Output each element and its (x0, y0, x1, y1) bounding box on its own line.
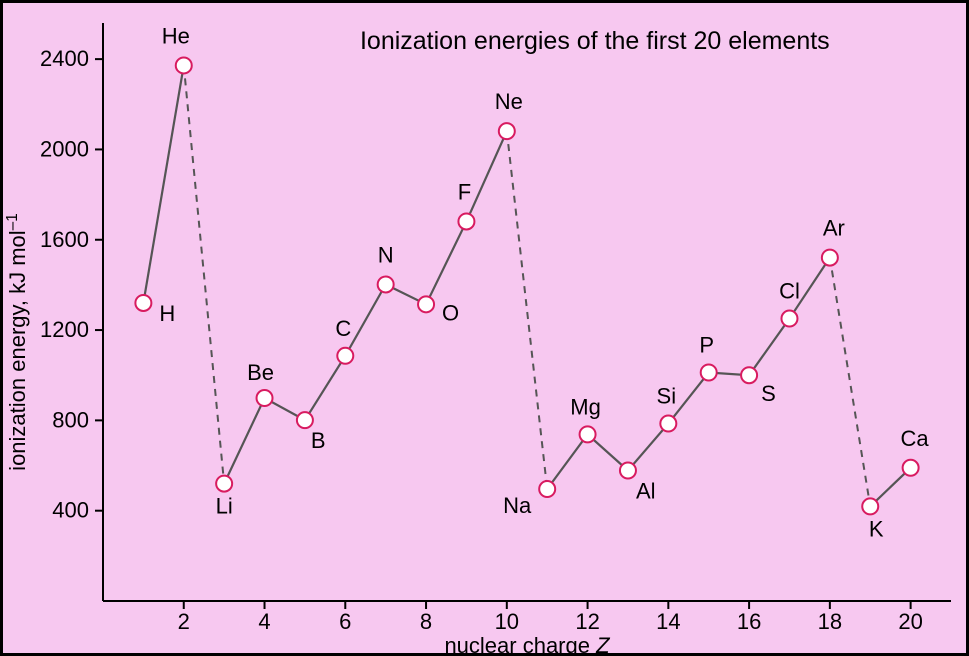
point-label: F (458, 179, 471, 204)
point-label: N (378, 242, 394, 267)
x-axis-label: nuclear charge Z (444, 633, 611, 653)
y-tick-label: 800 (52, 407, 89, 432)
point-label: C (335, 316, 351, 341)
y-tick-label: 400 (52, 498, 89, 523)
data-point (701, 365, 717, 381)
point-label: Li (216, 494, 233, 519)
point-label: B (311, 428, 326, 453)
point-label: Al (636, 478, 656, 503)
point-label: P (699, 333, 714, 358)
chart-title: Ionization energies of the first 20 elem… (360, 27, 830, 55)
x-tick-label: 12 (575, 609, 599, 634)
x-tick-label: 8 (420, 609, 432, 634)
point-label: Mg (570, 394, 601, 419)
data-point (580, 426, 596, 442)
y-tick-label: 2000 (40, 136, 89, 161)
x-tick-label: 18 (818, 609, 842, 634)
y-axis-label: ionization energy, kJ mol–1 (4, 213, 31, 471)
data-point (539, 481, 555, 497)
point-label: Ne (495, 89, 523, 114)
point-label: He (162, 23, 190, 48)
data-point (781, 311, 797, 327)
data-point (741, 367, 757, 383)
data-point (378, 276, 394, 292)
point-label: Na (503, 493, 532, 518)
point-label: Cl (779, 279, 800, 304)
x-tick-label: 16 (737, 609, 761, 634)
chart-background (3, 3, 966, 653)
data-point (418, 296, 434, 312)
x-tick-label: 6 (339, 609, 351, 634)
data-point (499, 123, 515, 139)
point-label: Be (247, 360, 274, 385)
x-tick-label: 10 (495, 609, 519, 634)
point-label: K (869, 516, 884, 541)
data-point (862, 498, 878, 514)
point-label: Si (657, 384, 677, 409)
data-point (176, 57, 192, 73)
point-label: S (761, 381, 776, 406)
data-point (297, 412, 313, 428)
ionization-chart: 2 4 6 8 10 12 14 16 18 20 400 800 1200 1600 2000 2400 nu… (3, 3, 966, 653)
data-point (903, 460, 919, 476)
data-point (257, 390, 273, 406)
point-label: Ca (901, 426, 930, 451)
point-label: H (159, 301, 175, 326)
data-point (660, 416, 676, 432)
x-tick-label: 2 (178, 609, 190, 634)
data-point (337, 348, 353, 364)
x-tick-label: 4 (258, 609, 270, 634)
chart-frame: 2 4 6 8 10 12 14 16 18 20 400 800 1200 1600 2000 2400 nu… (0, 0, 969, 656)
point-label: O (442, 300, 459, 325)
point-label: Ar (823, 216, 845, 241)
y-tick-label: 2400 (40, 46, 89, 71)
data-point (620, 462, 636, 478)
y-tick-label: 1200 (40, 317, 89, 342)
x-tick-label: 14 (656, 609, 680, 634)
y-tick-label: 1600 (40, 227, 89, 252)
x-tick-label: 20 (898, 609, 922, 634)
data-point (458, 213, 474, 229)
data-point (822, 250, 838, 266)
data-point (216, 476, 232, 492)
data-point (135, 295, 151, 311)
